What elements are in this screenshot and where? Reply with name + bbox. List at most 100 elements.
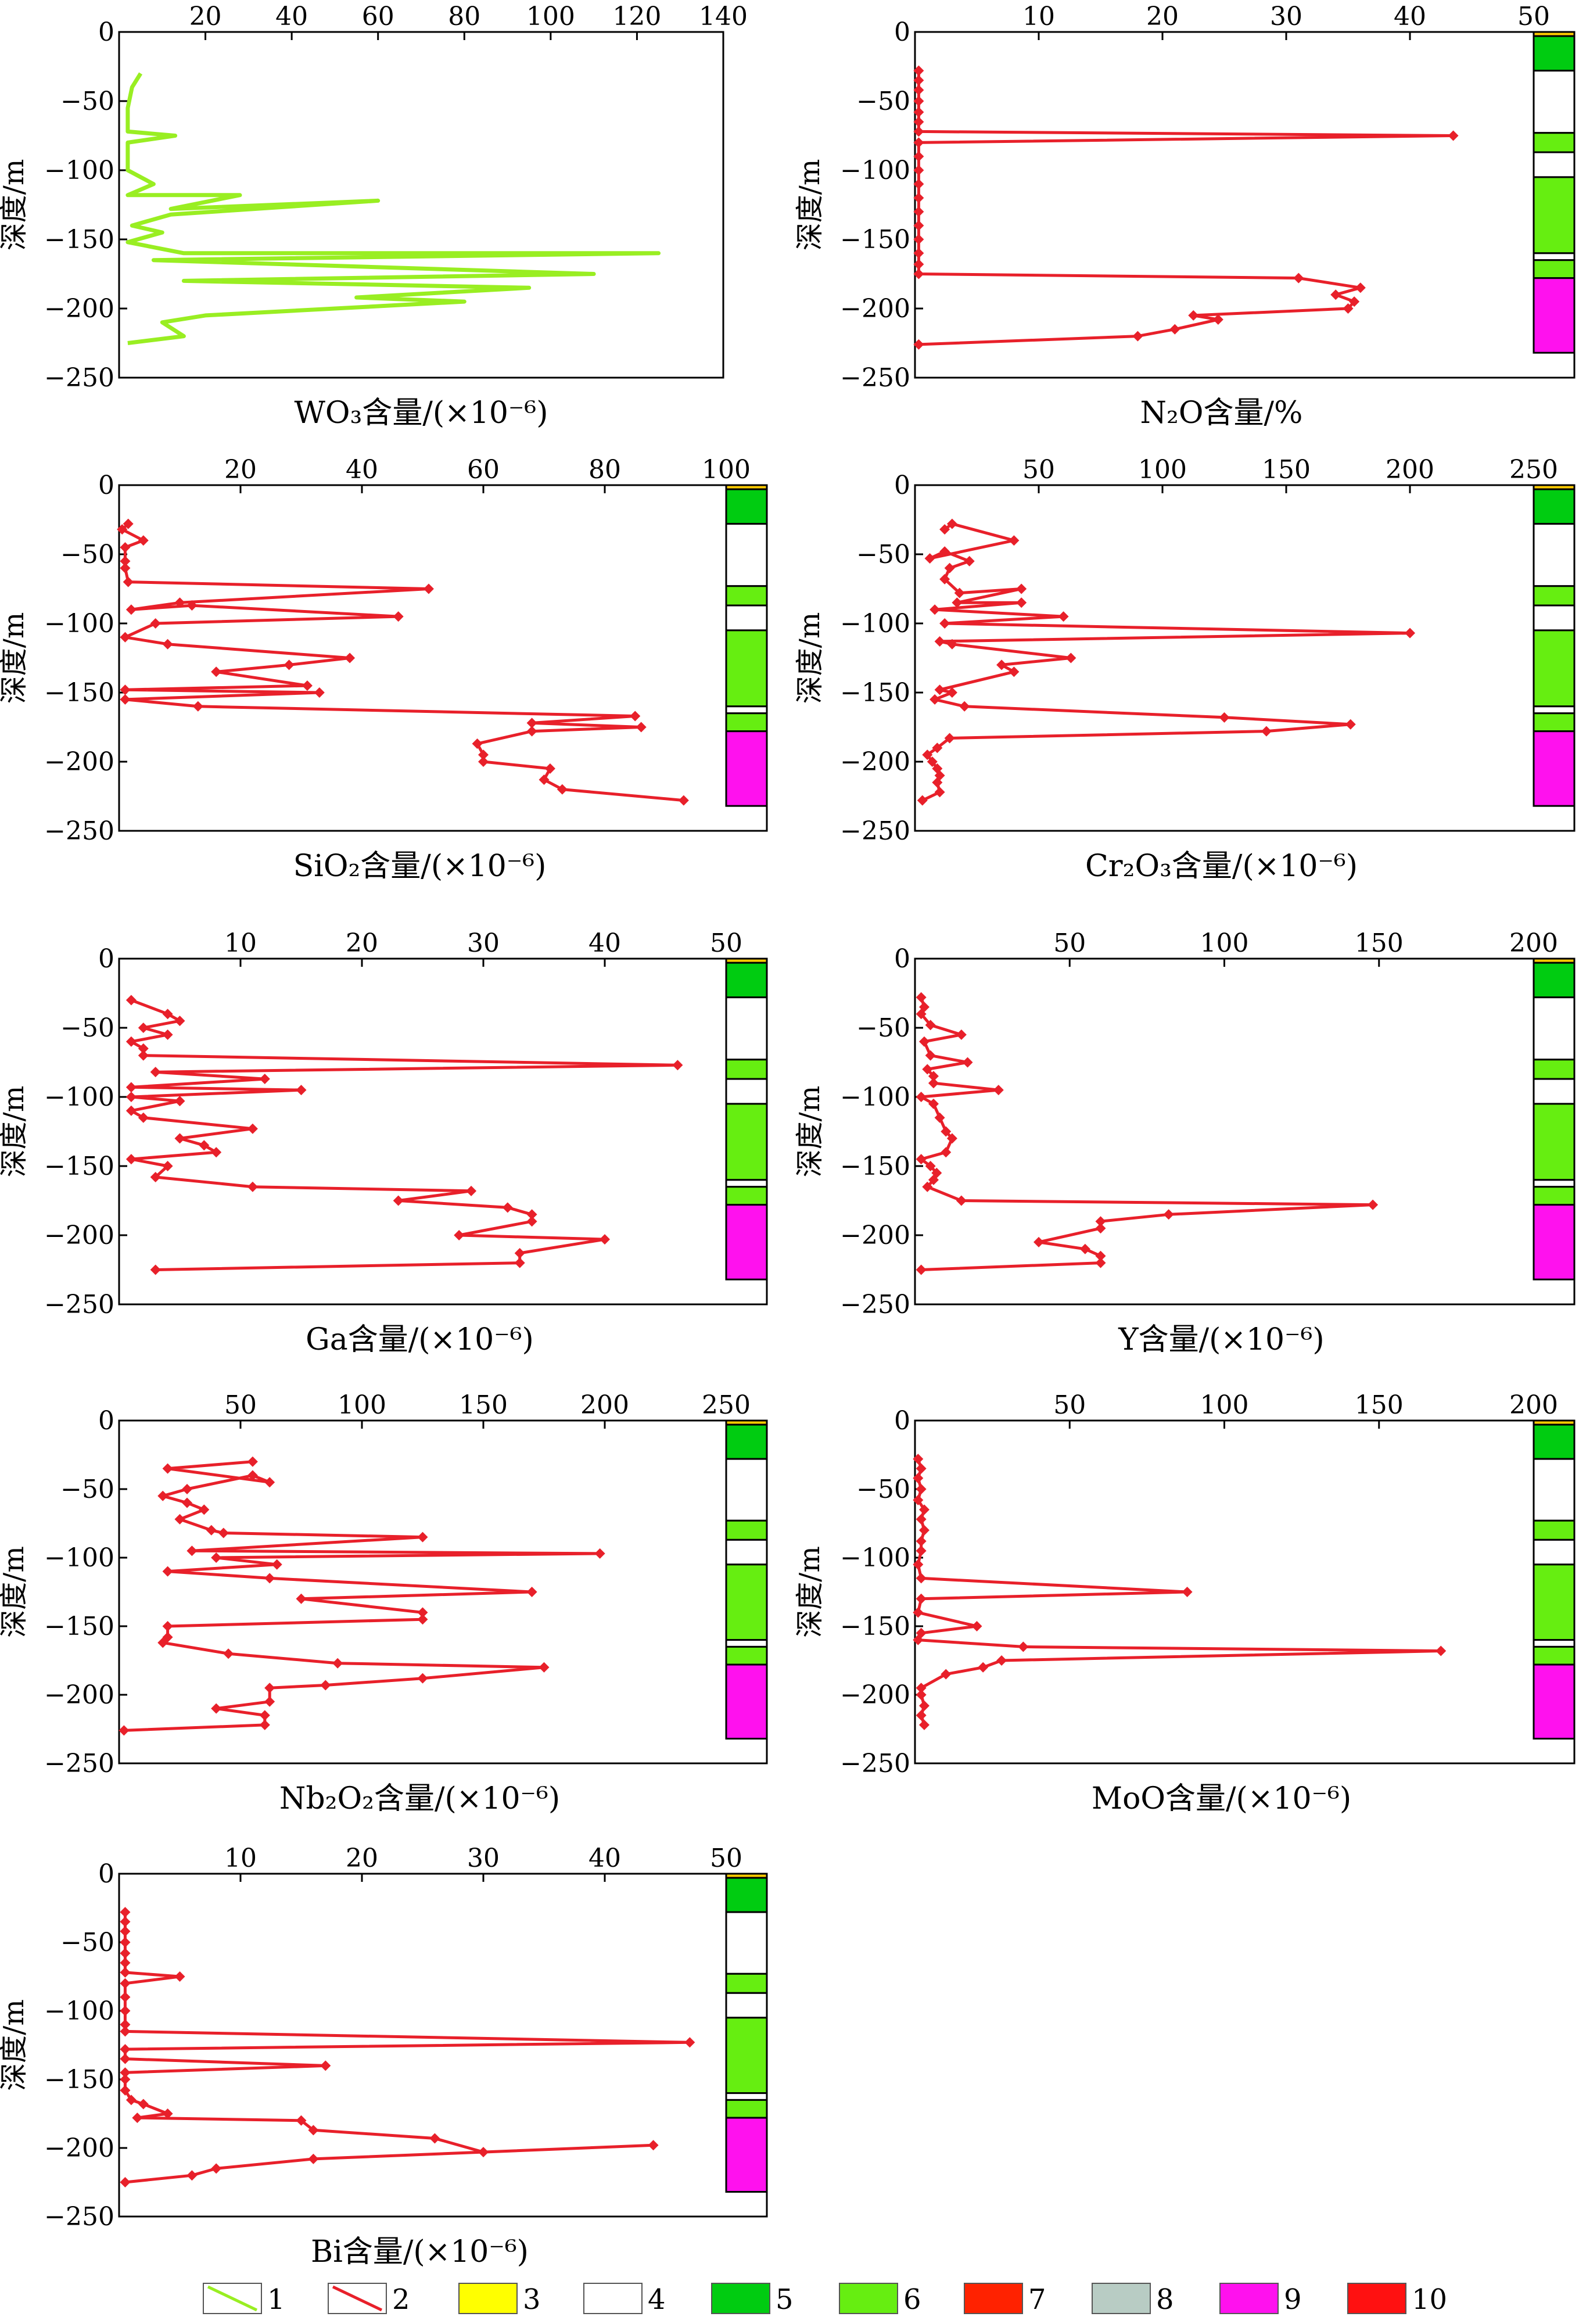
data-point: [472, 738, 483, 749]
x-tick-label: 140: [699, 2, 748, 31]
data-point: [913, 339, 924, 350]
x-tick-label: 150: [1355, 928, 1404, 958]
series-line: [921, 522, 1412, 802]
data-point: [150, 1264, 161, 1275]
strat-layer-8: [1533, 259, 1576, 279]
legend-item-4: 4: [583, 2283, 666, 2316]
data-point: [466, 1185, 477, 1196]
y-tick-label: −250: [840, 816, 910, 846]
x-tick-label: 80: [588, 455, 621, 485]
data-point: [539, 774, 550, 785]
data-point: [1345, 719, 1356, 730]
legend-label: 5: [776, 2283, 794, 2316]
data-point: [1368, 1199, 1379, 1210]
x-tick-label: 50: [1053, 1390, 1086, 1420]
data-point: [956, 1195, 967, 1206]
strat-layer-6: [1533, 176, 1576, 254]
data-point: [678, 795, 689, 806]
strat-layer-7: [725, 705, 768, 715]
strat-layer-3: [725, 1458, 768, 1522]
data-point: [186, 600, 198, 611]
data-point: [247, 1181, 258, 1192]
data-point: [296, 2115, 307, 2126]
strat-layer-2: [1533, 1423, 1576, 1460]
data-point: [120, 2053, 131, 2064]
legend-swatch: [964, 2283, 1023, 2314]
data-point: [928, 1174, 939, 1185]
data-point: [996, 659, 1007, 670]
data-point: [247, 1123, 258, 1134]
data-point: [199, 1504, 210, 1515]
data-point: [120, 632, 131, 643]
data-point: [684, 2037, 695, 2048]
data-point: [120, 2074, 131, 2085]
data-point: [544, 763, 555, 774]
strat-layer-2: [725, 962, 768, 999]
data-point: [916, 1545, 927, 1556]
data-point: [308, 2125, 319, 2136]
y-tick-label: −100: [44, 609, 114, 639]
strat-layer-3: [1533, 1458, 1576, 1522]
series-line: [120, 522, 684, 802]
x-tick-label: 20: [224, 455, 257, 485]
data-point: [120, 1992, 131, 2003]
axes-frame: [118, 484, 768, 832]
data-point: [120, 2019, 131, 2030]
strat-layer-8: [1533, 1186, 1576, 1206]
strat-layer-4: [1533, 1519, 1576, 1541]
x-tick-label: 100: [1138, 455, 1187, 485]
data-point: [514, 1257, 525, 1268]
strat-column: [725, 484, 768, 807]
data-point: [557, 784, 568, 795]
legend-swatch-line: [207, 2285, 258, 2312]
data-point: [259, 1074, 270, 1085]
data-point: [636, 722, 647, 733]
strat-layer-6: [1533, 629, 1576, 708]
data-point: [1405, 627, 1415, 639]
data-point: [526, 1209, 537, 1220]
x-axis-label: SiO₂含量/(×10⁻⁶): [293, 849, 547, 884]
data-point: [283, 659, 295, 670]
data-point: [916, 1573, 927, 1584]
panel-5: 10 20 30 40 50 0 −50 −100 −150 −200 −250 深度/m Ga含量/(…: [0, 928, 768, 1357]
x-tick-label: 50: [710, 1844, 742, 1873]
y-tick-label: 0: [98, 471, 114, 500]
data-point: [916, 1536, 927, 1547]
data-point: [1009, 666, 1020, 677]
x-tick-label: 30: [1270, 2, 1302, 31]
data-point: [119, 1725, 130, 1736]
data-point: [913, 107, 924, 118]
data-point: [1095, 1250, 1106, 1261]
data-point: [526, 1587, 537, 1597]
data-point: [393, 611, 404, 622]
y-tick-label: −50: [856, 540, 910, 569]
x-tick-label: 40: [275, 2, 308, 31]
strat-layer-4: [1533, 585, 1576, 607]
data-point: [913, 248, 924, 259]
strat-column: [1533, 957, 1576, 1281]
data-point: [1188, 310, 1199, 321]
legend-label: 3: [523, 2283, 541, 2316]
data-point: [1448, 130, 1459, 141]
y-tick-label: −50: [60, 87, 114, 116]
legend-label: 4: [648, 2283, 666, 2316]
x-tick-label: 40: [1394, 2, 1426, 31]
strat-layer-5: [725, 1078, 768, 1105]
legend-item-2: 2: [328, 2283, 410, 2316]
data-point: [946, 639, 957, 650]
data-point: [120, 684, 131, 695]
data-point: [138, 1023, 149, 1033]
data-point: [120, 1967, 131, 1978]
strat-layer-9: [1533, 1204, 1576, 1281]
x-axis-label: N₂O含量/%: [1140, 396, 1303, 431]
strat-layer-2: [1533, 962, 1576, 999]
legend-label: 9: [1284, 2283, 1302, 2316]
data-point: [922, 1181, 933, 1192]
strat-layer-7: [1533, 252, 1576, 261]
strat-layer-2: [725, 1877, 768, 1913]
data-point: [939, 618, 950, 629]
data-point: [120, 2085, 131, 2096]
x-tick-label: 10: [1022, 2, 1055, 31]
x-tick-label: 60: [467, 455, 500, 485]
legend-swatch: [1219, 2283, 1279, 2314]
